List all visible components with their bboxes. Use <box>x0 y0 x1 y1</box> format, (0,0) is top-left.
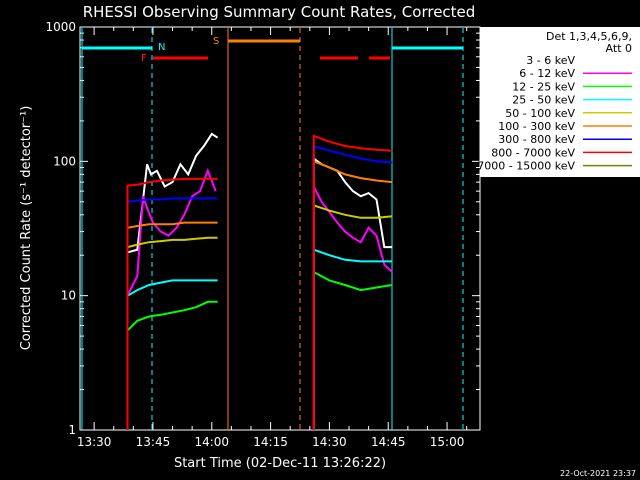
legend-label: 300 - 800 keV <box>498 133 575 146</box>
y-tick-label: 100 <box>53 154 76 168</box>
y-axis: 1 10 100 1000 <box>45 20 480 437</box>
series-line-6-12-kev <box>126 168 217 430</box>
legend-label: 800 - 7000 keV <box>491 146 575 159</box>
series-line-25-50-kev <box>126 279 218 430</box>
x-tick-label: 14:15 <box>253 435 288 449</box>
series-line-3-6-kev <box>126 132 219 430</box>
series-line-800-7000-kev <box>312 134 393 430</box>
series-line-800-7000-kev <box>126 177 218 430</box>
series-line-50-100-kev <box>126 236 218 430</box>
y-tick-label: 10 <box>61 289 76 303</box>
saa-flag-label: S <box>213 36 219 47</box>
x-axis: 13:30 13:45 14:00 14:15 14:30 14:45 15:00 <box>77 27 468 449</box>
x-tick-label: 14:45 <box>371 435 406 449</box>
legend-label: 6 - 12 keV <box>519 67 575 80</box>
legend-label: 50 - 100 keV <box>505 107 575 120</box>
series-line-300-800-kev <box>126 197 218 430</box>
x-axis-label: Start Time (02-Dec-11 13:26:22) <box>174 456 386 471</box>
plot-frame <box>79 26 481 431</box>
legend-label: 7000 - 15000 keV <box>477 160 575 173</box>
series-line-100-300-kev <box>126 221 218 430</box>
legend-label: 25 - 50 keV <box>512 94 575 107</box>
interval-markers <box>81 28 464 430</box>
series-line-12-25-kev <box>126 300 218 430</box>
x-tick-label: 15:00 <box>430 435 465 449</box>
legend-label: 12 - 25 keV <box>512 80 575 93</box>
flare-flag-label: F <box>141 53 147 64</box>
observing-flags: N F S <box>82 36 463 64</box>
chart-title: RHESSI Observing Summary Count Rates, Co… <box>83 3 476 21</box>
x-tick-label: 13:45 <box>136 435 171 449</box>
x-tick-label: 14:30 <box>312 435 347 449</box>
series-lines <box>126 132 393 430</box>
x-tick-label: 13:30 <box>77 435 112 449</box>
night-flag-label: N <box>158 42 165 53</box>
legend-label: 3 - 6 keV <box>526 54 575 67</box>
legend-header-attenuator: Att 0 <box>606 42 632 55</box>
legend-header-detectors: Det 1,3,4,5,6,9, <box>546 30 632 43</box>
y-axis-label: Corrected Count Rate (s⁻¹ detector⁻¹) <box>19 106 34 351</box>
generation-timestamp: 22-Oct-2021 23:37 <box>560 469 636 478</box>
legend-label: 100 - 300 keV <box>498 120 575 133</box>
series-line-6-12-kev <box>312 186 393 430</box>
y-tick-label: 1000 <box>45 20 76 34</box>
y-tick-label: 1 <box>68 423 76 437</box>
x-tick-label: 14:00 <box>194 435 229 449</box>
